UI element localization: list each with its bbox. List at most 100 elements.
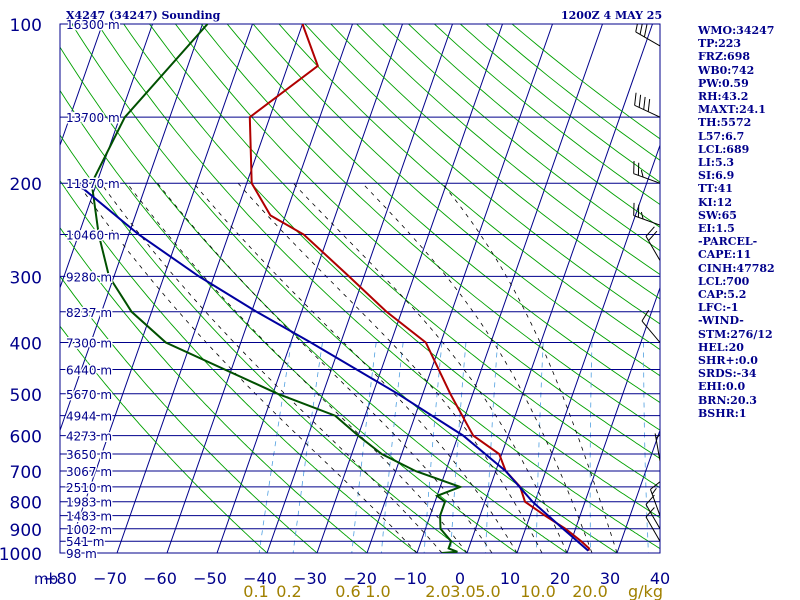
isotherm-line (116, 24, 303, 553)
mixing-ratio-tick-label: 2.0 (425, 582, 450, 600)
isotherm-line (316, 24, 503, 553)
barb-staff (641, 320, 660, 343)
mixing-ratio-tick-label: 10.0 (520, 582, 556, 600)
temperature-tick-label: 40 (650, 569, 670, 588)
temperature-tick-label: −60 (143, 569, 177, 588)
mixing-ratio-tick-label: 0.1 (243, 582, 268, 600)
wind-barb (645, 494, 660, 530)
mixing-ratio-line (258, 342, 292, 553)
moist-adiabat-line (441, 182, 618, 553)
barb-staff (634, 104, 660, 118)
wind-barb (633, 161, 660, 184)
isotherm-line (60, 24, 153, 290)
barb-feather (648, 230, 658, 241)
isotherm-line (216, 24, 403, 553)
mixing-unit-label: g/kg (628, 582, 663, 600)
pressure-tick-label: 100 (10, 16, 42, 36)
height-label: 5670 m (66, 388, 112, 402)
wind-barb (634, 92, 660, 118)
isotherm-line (66, 24, 253, 553)
barb-feather (634, 92, 637, 106)
barb-feather (645, 226, 655, 237)
isotherm-grid (0, 24, 660, 553)
barb-feather (650, 481, 660, 490)
height-label: 2510 m (66, 481, 112, 495)
pressure-tick-label: 300 (10, 268, 42, 288)
dry-adiabats (60, 24, 660, 553)
temperature-tick-label: −50 (193, 569, 227, 588)
moist-adiabat-line (293, 182, 568, 553)
height-label: 4273 m (66, 430, 112, 444)
index-row: EHI:0.0 (698, 380, 746, 394)
barb-feather (640, 169, 644, 178)
index-row: LI:5.3 (698, 156, 735, 170)
isotherm-line (266, 24, 453, 553)
index-row: KI:12 (698, 195, 733, 209)
index-row: BRN:20.3 (698, 393, 757, 407)
wind-barb (635, 24, 660, 47)
barb-feather (643, 24, 648, 37)
mixing-ratio-tick-label: 5.0 (475, 582, 500, 600)
isotherm-line (366, 24, 553, 553)
temperature-tick-label: 10 (500, 569, 520, 588)
temperature-tick-label: −80 (43, 569, 77, 588)
index-row: RH:43.2 (698, 90, 749, 104)
barb-feather (645, 507, 655, 518)
isotherm-line (60, 24, 103, 147)
wind-barb (654, 433, 660, 462)
index-row: TP:223 (698, 37, 742, 51)
temperature-tick-label: 30 (600, 569, 620, 588)
isotherm-line (60, 24, 203, 432)
barb-feather (635, 24, 638, 32)
temperature-tick-label: −20 (343, 569, 377, 588)
pressure-tick-label: 900 (10, 521, 42, 541)
index-row: LCL:700 (698, 274, 750, 288)
index-row: BSHR:1 (698, 406, 747, 420)
moist-adiabat-line (100, 182, 443, 553)
height-label: 11870 m (66, 177, 120, 191)
index-row: CAP:5.2 (698, 288, 747, 302)
mixing-ratio-line (643, 342, 649, 553)
index-row: LFC:-1 (698, 301, 739, 315)
valid-time: 1200Z 4 MAY 25 (561, 9, 663, 22)
indices-panel: WMO:34247 TP:223 FRZ:698 WB0:742 PW:0.59 RH:4… (698, 24, 798, 420)
pressure-unit-label: mb (34, 570, 58, 588)
index-row: PW:0.59 (698, 76, 749, 90)
index-row: EI:1.5 (698, 222, 735, 236)
isotherm-line (0, 24, 3, 553)
temperature-tick-label: 0 (455, 569, 465, 588)
isotherm-line (416, 24, 603, 553)
dry-adiabat-line (149, 24, 660, 489)
barb-feather (643, 96, 646, 110)
moist-adiabat-line (126, 182, 468, 553)
temperature-tick-label: −30 (293, 569, 327, 588)
temperature-line (248, 24, 591, 552)
index-row: TH:5572 (698, 116, 752, 130)
pressure-tick-label: 500 (10, 386, 42, 406)
pressure-tick-label: 1000 (0, 545, 42, 565)
height-label: 3650 m (66, 448, 112, 462)
wind-barb (645, 226, 660, 261)
pressure-tick-label: 400 (10, 334, 42, 354)
barb-staff (635, 31, 660, 47)
barb-feather (640, 211, 644, 220)
height-label: 1002 m (66, 523, 112, 537)
barb-staff (645, 504, 660, 530)
pressure-tick-label: 600 (10, 428, 42, 448)
height-label: 10460 m (66, 229, 120, 243)
plot-frame (59, 23, 661, 554)
moist-adiabat-line (77, 182, 418, 553)
index-row: SHR+:0.0 (698, 354, 758, 368)
barb-feather (641, 310, 650, 322)
temperature-tick-label: −70 (93, 569, 127, 588)
index-row: HEL:20 (698, 340, 744, 354)
index-row: FRZ:698 (698, 50, 751, 64)
height-label: 6440 m (66, 364, 112, 378)
isotherm-line (166, 24, 353, 553)
index-row: CINH:47782 (698, 261, 775, 275)
index-row: CAPE:11 (698, 248, 752, 262)
index-row: SRDS:-34 (698, 367, 757, 381)
moist-adiabat-line (157, 182, 493, 553)
barb-feather (651, 487, 657, 495)
